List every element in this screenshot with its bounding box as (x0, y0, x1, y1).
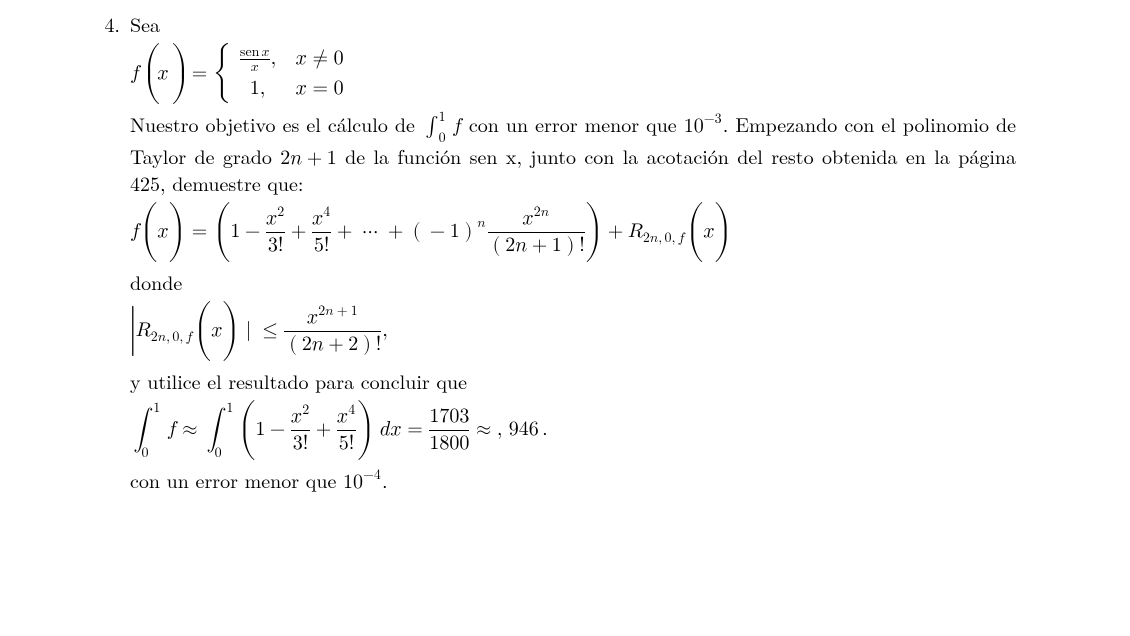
inline-integral: ∫01f (422, 111, 462, 142)
approximation-equation: ∫01f ≈ ∫01 ( 1− x23! + x45! ) (130, 400, 1016, 460)
remainder-bound-equation: | R2n,0,f (x) | ≤ x2n+1 (2n+2)! , (130, 301, 1016, 361)
taylor-series-equation: f(x)= ( 1− x23! + x45! +⋯+ (−1)n (130, 202, 1016, 262)
paragraph-objective: Nuestro objetivo es el cálculo de ∫01f c… (130, 110, 1016, 196)
text-run: de la función (337, 141, 470, 170)
piecewise-definition: f(x)= { senx x (130, 43, 1016, 104)
inline-error-1: 10−3 (684, 113, 723, 132)
lead-word: Sea (130, 10, 1016, 37)
text-run: . (382, 465, 388, 494)
page: 4. Sea f(x)= { (0, 0, 1130, 497)
text-run: Nuestro objetivo es el cálculo de (130, 109, 422, 138)
text-run: con un error menor que (130, 465, 343, 494)
item-number: 4. (72, 10, 130, 37)
paragraph-conclude: y utilice el resultado para concluir que (130, 367, 1016, 394)
donde-label: donde (130, 268, 1016, 295)
inline-error-2: 10−4 (343, 469, 382, 488)
exercise-item: 4. Sea f(x)= { (72, 10, 1016, 497)
text-run: con un error menor que (469, 109, 684, 138)
closing-line: con un error menor que 10−4 . (130, 466, 1016, 493)
item-body: Sea f(x)= { (130, 10, 1016, 497)
inline-degree: 2n+1 (280, 150, 336, 166)
text-sen: sen (470, 141, 498, 170)
